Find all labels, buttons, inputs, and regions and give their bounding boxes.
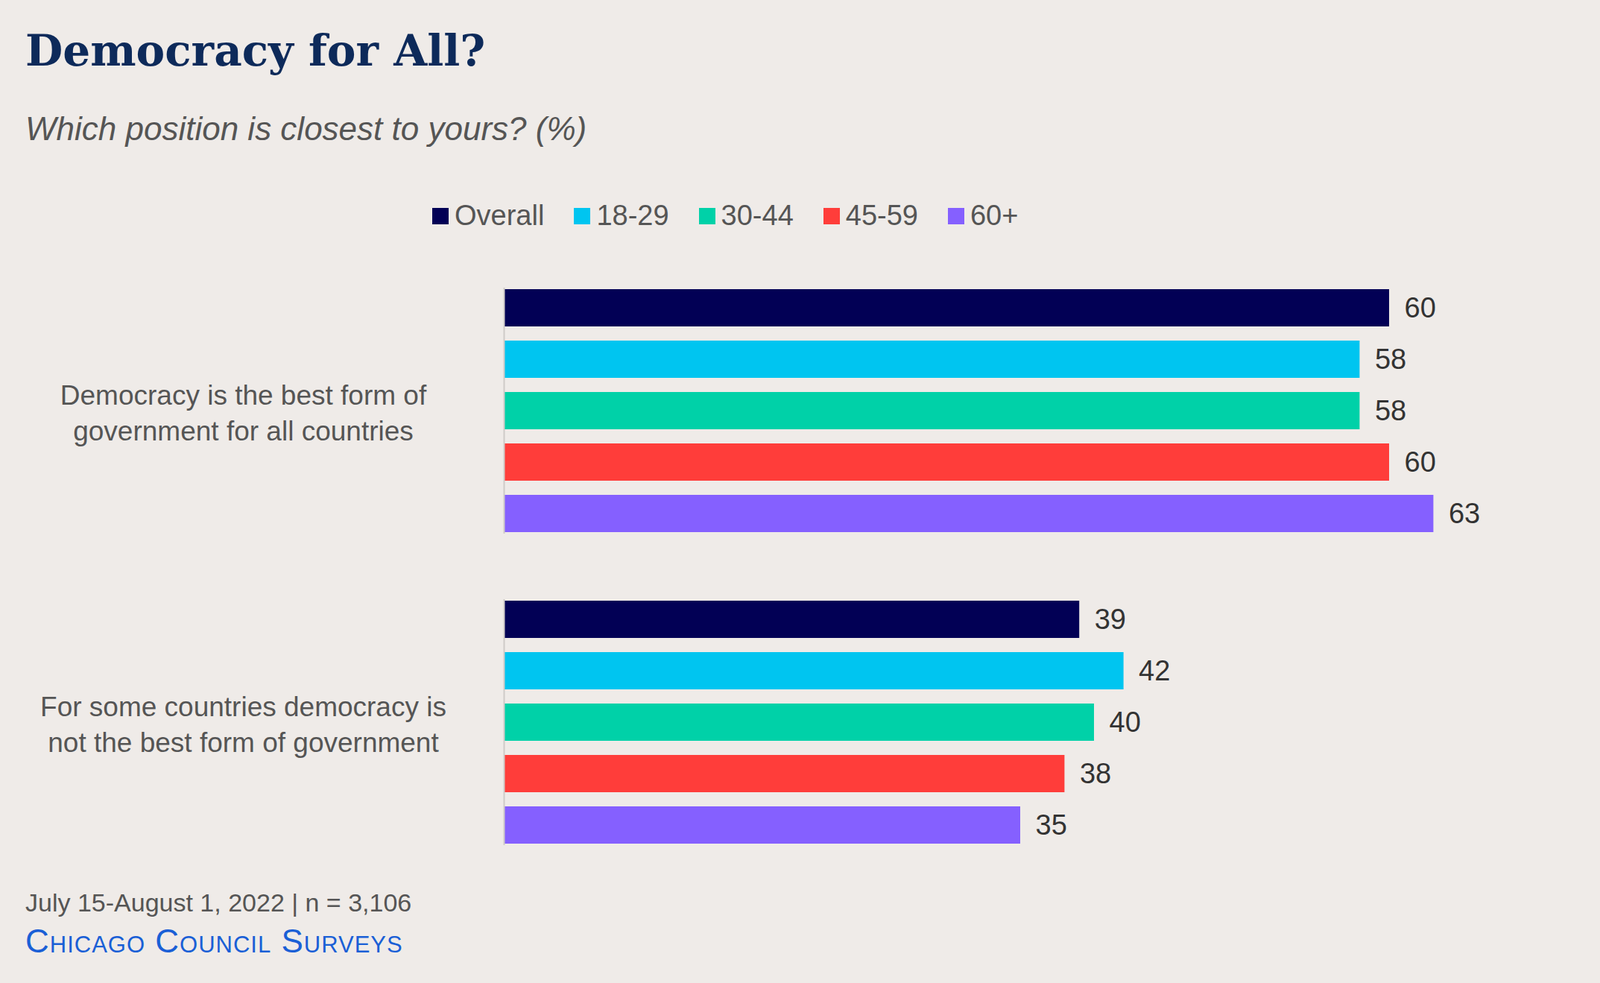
svg-text:42: 42 [1138,655,1171,687]
svg-text:58: 58 [1374,343,1407,375]
svg-text:60: 60 [1404,446,1437,478]
html-text:Overall: Overall [454,199,545,232]
html-text:30-44: 30-44 [721,199,794,232]
html-text:July 15-August 1, 2022 | n = 3: July 15-August 1, 2022 | n = 3,106 [25,888,412,917]
svg-text:63: 63 [1448,497,1481,530]
svg-text:35: 35 [1035,809,1068,841]
html-text:18-29: 18-29 [596,199,669,232]
svg-text:Democracy is the best form ofg: Democracy is the best form ofgovernment … [60,380,428,447]
svg-text:58: 58 [1374,394,1407,427]
svg-text:For some countries democracy i: For some countries democracy isnot the b… [40,691,447,758]
svg-text:39: 39 [1094,603,1127,635]
svg-text:60: 60 [1404,292,1437,324]
html-text:Chicago Council Surveys: Chicago Council Surveys [25,922,403,960]
html-text:45-59: 45-59 [845,199,919,232]
svg-text:40: 40 [1109,706,1141,738]
svg-text:38: 38 [1079,757,1112,790]
html-text:Which position is closest to y: Which position is closest to yours? (%) [25,110,587,147]
html-text:Democracy for All?: Democracy for All? [25,25,486,77]
html-text:60+: 60+ [970,199,1019,232]
